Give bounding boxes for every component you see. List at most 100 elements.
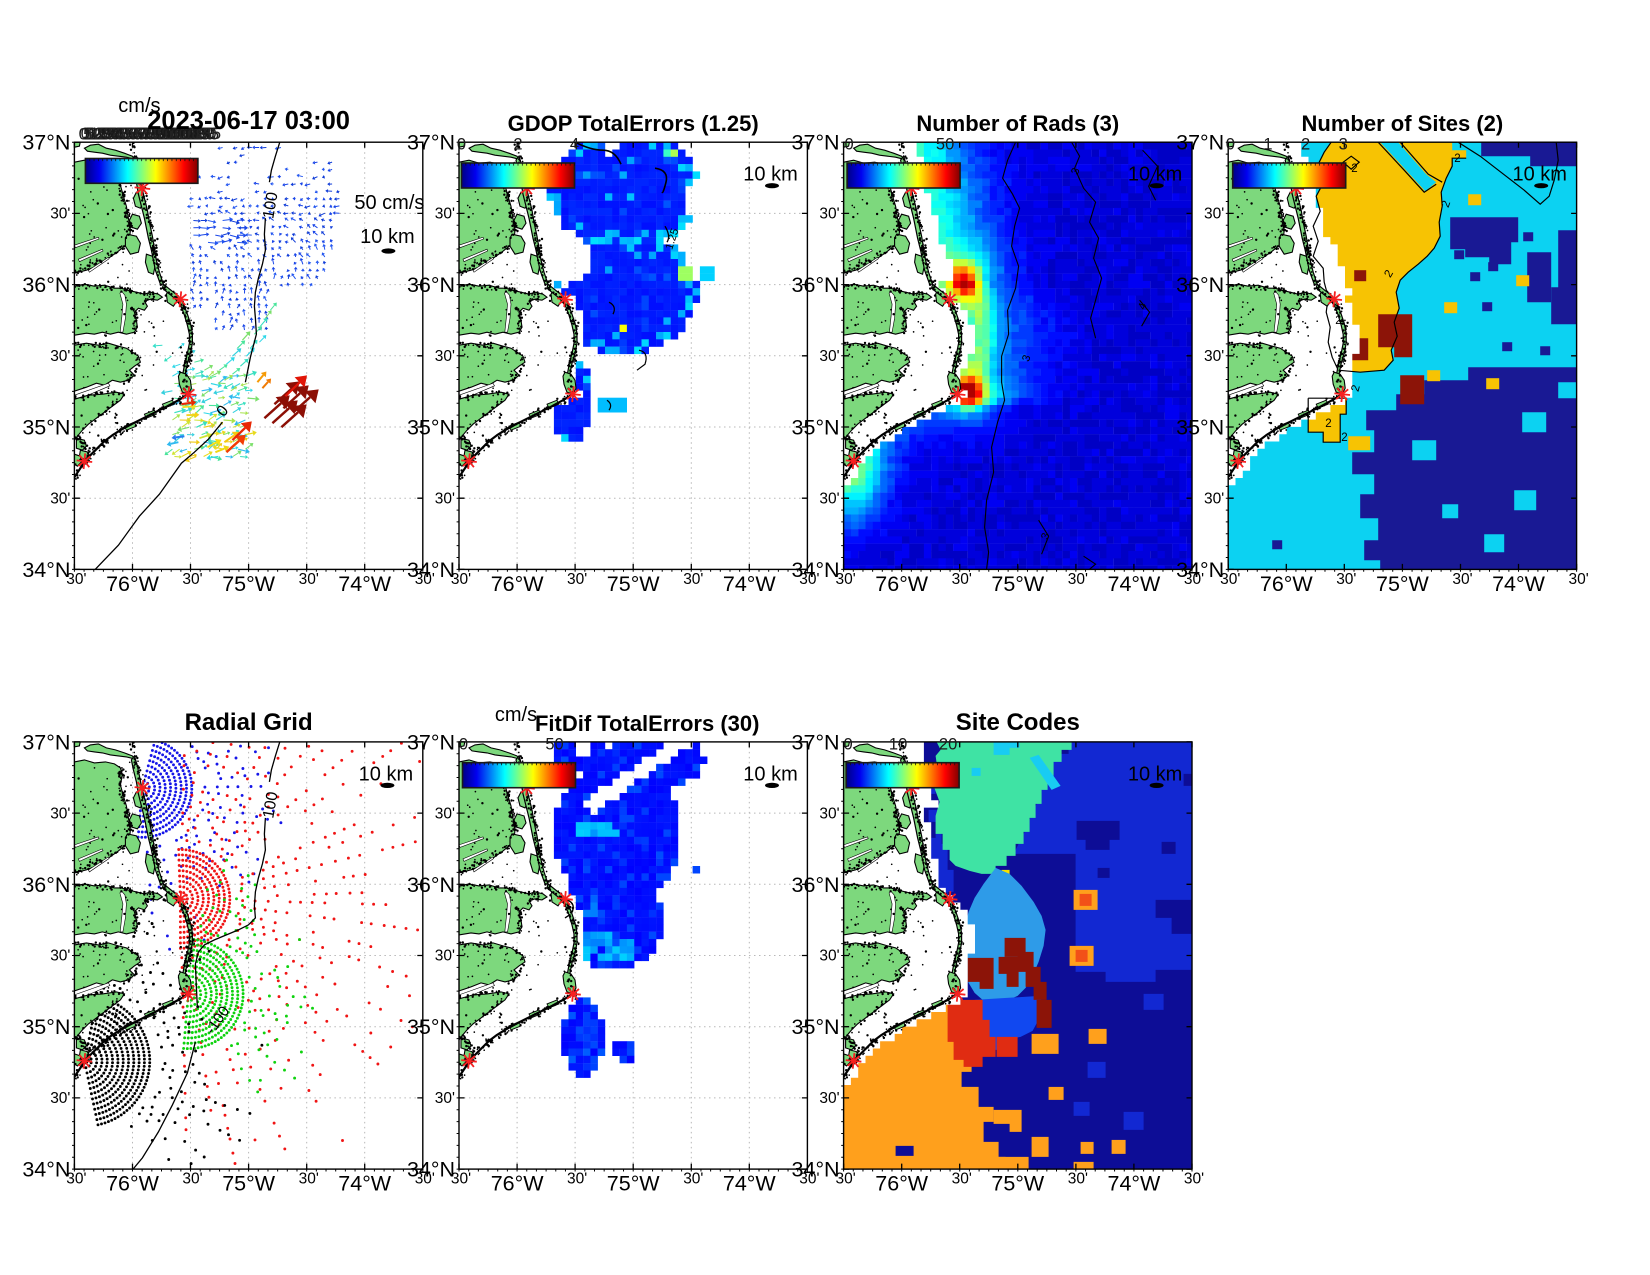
svg-text:30': 30' [1204,490,1224,507]
svg-text:74°W: 74°W [723,1172,777,1196]
svg-text:30': 30' [819,206,839,223]
svg-text:70: 70 [139,124,158,143]
svg-text:100: 100 [159,125,187,144]
svg-text:30': 30' [1452,571,1472,588]
svg-text:Site Codes: Site Codes [956,709,1080,736]
svg-text:0: 0 [844,735,853,753]
svg-text:Radial Grid: Radial Grid [185,709,313,736]
svg-text:30: 30 [103,124,122,143]
svg-text:37°N: 37°N [1176,131,1224,155]
svg-text:40: 40 [112,124,131,143]
svg-text:1: 1 [1263,136,1272,154]
svg-text:3: 3 [1020,353,1033,363]
svg-text:2: 2 [1301,136,1310,154]
svg-text:76°W: 76°W [491,572,545,596]
svg-text:30': 30' [567,571,587,588]
svg-text:36°N: 36°N [407,873,455,897]
svg-text:15: 15 [87,125,106,144]
svg-text:10: 10 [83,125,102,144]
svg-text:130: 130 [188,124,216,143]
svg-text:30': 30' [50,948,70,965]
svg-text:34°N: 34°N [792,558,840,582]
svg-text:36°N: 36°N [792,873,840,897]
svg-text:55: 55 [123,125,142,144]
svg-text:30': 30' [299,571,319,588]
svg-text:30': 30' [819,948,839,965]
svg-text:10 km: 10 km [1512,164,1566,186]
svg-text:Number of Rads (3): Number of Rads (3) [916,111,1119,136]
svg-text:30': 30' [50,490,70,507]
svg-text:10 km: 10 km [743,164,797,186]
svg-text:30': 30' [50,206,70,223]
svg-text:2: 2 [1351,163,1357,175]
svg-text:34°N: 34°N [407,558,455,582]
svg-text:2: 2 [1335,315,1341,327]
svg-text:25: 25 [96,125,115,144]
svg-text:30': 30' [182,1171,202,1188]
svg-text:125: 125 [182,125,210,144]
svg-text:100: 100 [161,124,189,143]
svg-text:80: 80 [146,125,165,144]
svg-text:36°N: 36°N [22,273,70,297]
svg-text:100: 100 [260,790,281,819]
svg-text:37°N: 37°N [22,131,70,155]
svg-text:36°N: 36°N [792,273,840,297]
svg-text:30': 30' [683,1171,703,1188]
svg-text:20: 20 [939,735,957,753]
svg-text:105: 105 [166,124,194,143]
svg-text:4: 4 [570,136,579,154]
svg-text:36°N: 36°N [1176,273,1224,297]
svg-text:25: 25 [98,124,117,143]
svg-text:30': 30' [835,571,855,588]
svg-text:110: 110 [171,124,198,143]
svg-text:10 km: 10 km [360,226,414,248]
svg-text:50: 50 [119,125,138,144]
svg-text:10: 10 [85,124,104,143]
svg-text:30': 30' [799,1171,819,1188]
svg-text:35: 35 [107,124,126,143]
svg-text:75: 75 [143,124,162,143]
svg-text:30': 30' [435,206,455,223]
svg-text:35°N: 35°N [1176,416,1224,440]
svg-text:20: 20 [92,125,111,144]
svg-text:30': 30' [1204,206,1224,223]
svg-text:35: 35 [105,125,124,144]
svg-text:30': 30' [415,1171,435,1188]
svg-text:75°W: 75°W [1376,572,1430,596]
svg-text:130: 130 [186,125,214,144]
svg-text:76°W: 76°W [875,1172,929,1196]
svg-text:40: 40 [110,125,129,144]
svg-text:30': 30' [819,348,839,365]
svg-text:30': 30' [819,490,839,507]
svg-text:30': 30' [835,1171,855,1188]
svg-text:50: 50 [936,136,954,154]
svg-text:2: 2 [513,136,522,154]
svg-text:30': 30' [435,948,455,965]
svg-text:34°N: 34°N [1176,558,1224,582]
svg-text:4: 4 [1136,301,1149,311]
svg-text:75°W: 75°W [222,572,276,596]
svg-text:37°N: 37°N [792,131,840,155]
svg-text:30': 30' [819,1090,839,1107]
svg-text:30': 30' [1204,348,1224,365]
svg-text:75°W: 75°W [991,572,1045,596]
svg-text:105: 105 [164,125,192,144]
svg-text:90: 90 [155,125,174,144]
svg-text:37°N: 37°N [792,730,840,754]
svg-text:37°N: 37°N [22,730,70,754]
svg-text:60: 60 [128,125,147,144]
svg-text:35°N: 35°N [407,1015,455,1039]
svg-text:34°N: 34°N [792,1158,840,1182]
svg-text:cm/s: cm/s [118,95,160,117]
svg-text:75°W: 75°W [991,1172,1045,1196]
svg-text:35°N: 35°N [22,416,70,440]
svg-text:30': 30' [1568,571,1588,588]
svg-text:30': 30' [1184,571,1204,588]
svg-text:2: 2 [1382,268,1396,280]
svg-text:30': 30' [451,571,471,588]
svg-text:95: 95 [161,124,180,143]
svg-text:120: 120 [177,125,205,144]
svg-text:35°N: 35°N [407,416,455,440]
svg-text:30': 30' [683,571,703,588]
svg-text:30: 30 [101,125,120,144]
